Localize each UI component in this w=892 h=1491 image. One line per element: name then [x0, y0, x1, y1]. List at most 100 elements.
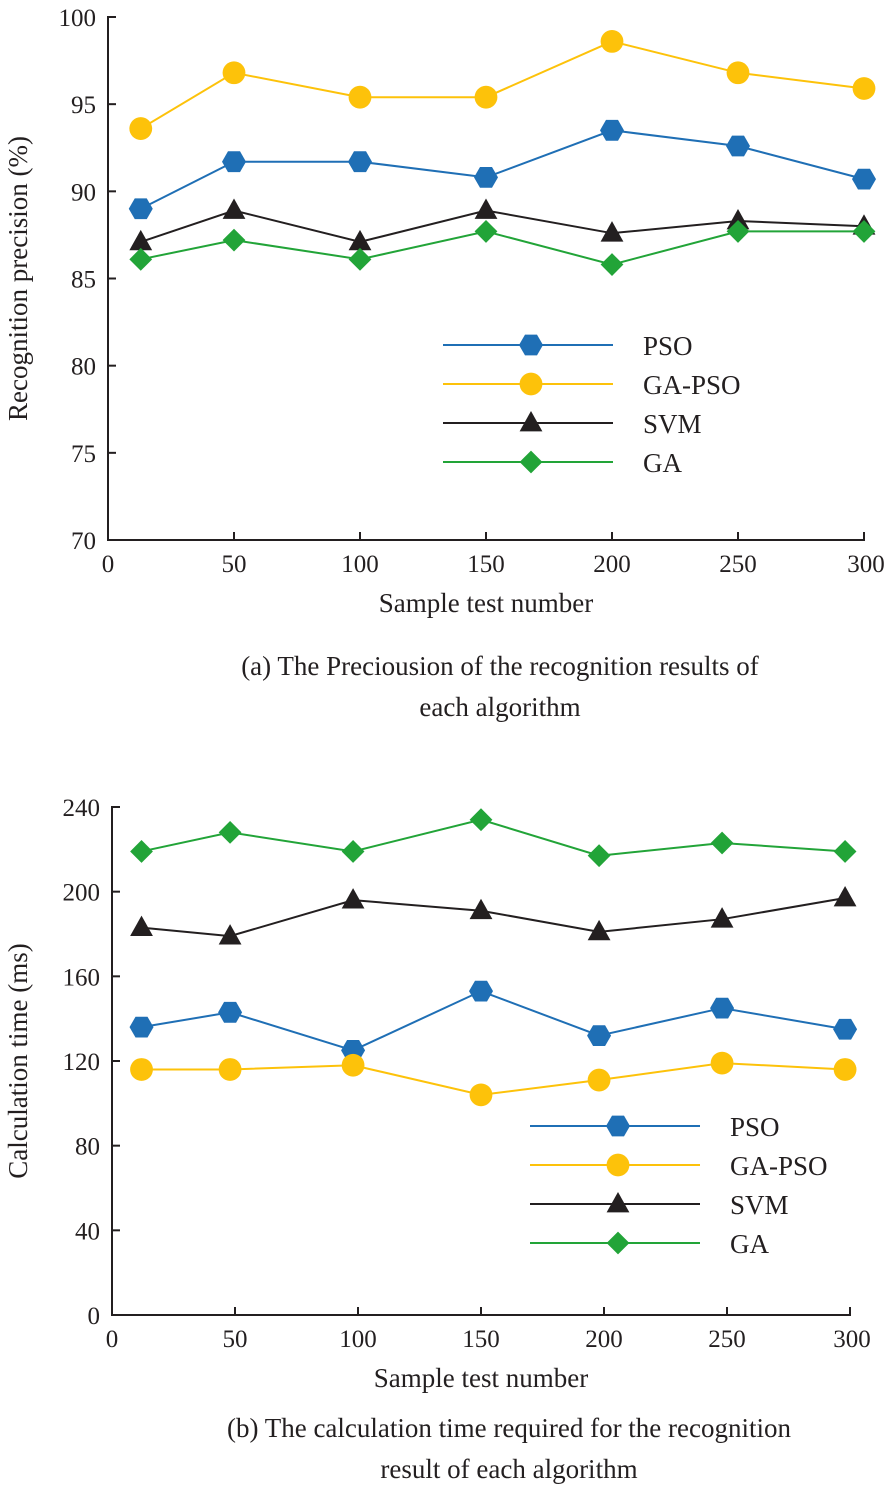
- series-line-ga-pso: [140, 40, 865, 130]
- data-point-pso: [469, 980, 493, 1002]
- data-point-ga-pso: [348, 85, 372, 109]
- x-tick-label: 200: [585, 1326, 623, 1353]
- y-tick-label: 0: [88, 1303, 101, 1330]
- data-point-svm: [833, 886, 857, 907]
- data-point-pso: [726, 135, 750, 157]
- data-point-pso: [128, 198, 153, 220]
- y-tick-label: 80: [71, 354, 96, 381]
- data-point-svm: [600, 221, 624, 242]
- legend-label: PSO: [643, 331, 693, 361]
- data-point-ga: [348, 247, 372, 271]
- data-point-svm: [726, 208, 750, 230]
- x-tick-label: 100: [339, 1326, 377, 1353]
- legend-marker-ga-pso: [606, 1153, 630, 1177]
- data-point-ga-pso: [341, 1053, 365, 1077]
- y-tick-label: 70: [71, 528, 96, 555]
- y-tick-label: 80: [75, 1134, 100, 1161]
- data-point-ga-pso: [726, 61, 750, 85]
- legend-label: GA: [730, 1229, 769, 1259]
- x-tick-label: 150: [462, 1326, 500, 1353]
- data-point-ga-pso: [587, 1068, 611, 1092]
- data-point-ga: [129, 247, 153, 271]
- x-tick-label: 150: [467, 551, 505, 578]
- data-point-svm: [469, 898, 493, 920]
- chart-precision: 0 50 100 150 200 250 300707580859095100Sample …: [3, 5, 885, 722]
- legend-label: SVM: [643, 409, 702, 439]
- figure-caption: result of each algorithm: [380, 1454, 637, 1484]
- data-point-ga: [469, 808, 493, 832]
- series-line-pso: [141, 990, 846, 1052]
- data-point-ga-pso: [222, 61, 246, 85]
- data-point-svm: [222, 198, 246, 219]
- data-point-ga-pso: [469, 1083, 493, 1107]
- y-tick-label: 160: [63, 964, 101, 991]
- x-tick-label: 250: [719, 551, 757, 578]
- series-line-ga: [141, 818, 846, 857]
- data-point-pso: [218, 1001, 243, 1023]
- data-point-ga-pso: [852, 77, 876, 100]
- legend-label: GA: [643, 448, 682, 478]
- y-tick-label: 200: [63, 880, 101, 907]
- data-point-ga: [726, 220, 750, 243]
- x-axis-title: Sample test number: [379, 588, 593, 618]
- data-point-pso: [129, 1016, 154, 1038]
- data-point-ga: [474, 220, 498, 243]
- data-point-svm: [348, 229, 372, 251]
- data-point-ga: [222, 228, 246, 252]
- data-point-ga: [341, 840, 365, 863]
- data-point-pso: [222, 151, 246, 173]
- data-point-ga: [852, 220, 876, 243]
- legend-marker-pso: [606, 1115, 630, 1137]
- data-point-ga-pso: [833, 1058, 857, 1081]
- data-point-pso: [474, 166, 498, 188]
- series-line-ga-pso: [141, 1062, 846, 1096]
- data-point-pso: [587, 1025, 612, 1046]
- y-tick-label: 40: [75, 1218, 100, 1245]
- y-tick-label: 85: [71, 267, 96, 294]
- legend-marker-svm: [519, 411, 543, 432]
- data-point-ga-pso: [130, 1058, 153, 1081]
- data-point-ga-pso: [129, 117, 153, 140]
- figure-caption: each algorithm: [419, 692, 580, 722]
- data-point-pso: [710, 997, 735, 1019]
- data-point-svm: [129, 229, 153, 251]
- y-tick-label: 120: [63, 1049, 101, 1076]
- data-point-svm: [587, 919, 611, 941]
- legend-marker-svm: [606, 1192, 630, 1213]
- data-point-ga: [587, 844, 611, 868]
- figure-caption: (b) The calculation time required for th…: [227, 1413, 792, 1443]
- legend-label: GA-PSO: [730, 1151, 828, 1181]
- data-point-svm: [341, 888, 365, 909]
- data-point-svm: [710, 907, 734, 928]
- x-axis-title: Sample test number: [374, 1363, 588, 1393]
- y-axis-title: Recognition precision (%): [3, 136, 33, 421]
- data-point-svm: [130, 915, 153, 937]
- x-tick-label: 200: [593, 551, 631, 578]
- series-line-svm: [140, 209, 865, 243]
- series-line-svm: [141, 897, 846, 938]
- data-point-svm: [474, 198, 498, 219]
- legend-label: SVM: [730, 1190, 789, 1220]
- data-point-pso: [348, 151, 372, 173]
- data-point-ga: [833, 840, 857, 863]
- legend-label: GA-PSO: [643, 370, 741, 400]
- legend-marker-pso: [519, 334, 543, 356]
- x-tick-label: 250: [708, 1326, 746, 1353]
- x-tick-label: 0: [102, 551, 115, 578]
- data-point-pso: [833, 1018, 858, 1040]
- legend-marker-ga-pso: [519, 372, 543, 396]
- legend-marker-ga: [519, 450, 543, 474]
- x-tick-label: 300: [847, 551, 885, 578]
- y-tick-label: 240: [63, 795, 101, 822]
- data-point-ga-pso: [710, 1051, 734, 1075]
- legend-label: PSO: [730, 1112, 780, 1142]
- y-axis-title: Calculation time (ms): [3, 943, 33, 1178]
- data-point-ga: [218, 821, 242, 844]
- y-tick-label: 75: [71, 441, 96, 468]
- data-point-ga-pso: [218, 1058, 242, 1081]
- data-point-ga-pso: [600, 30, 624, 53]
- series-line-ga: [140, 230, 864, 266]
- chart-calculation-time: 0 50 100 150 200 250 300 0 40 80 120 160 200 240 Sampl…: [3, 795, 871, 1484]
- legend-marker-ga: [606, 1231, 630, 1255]
